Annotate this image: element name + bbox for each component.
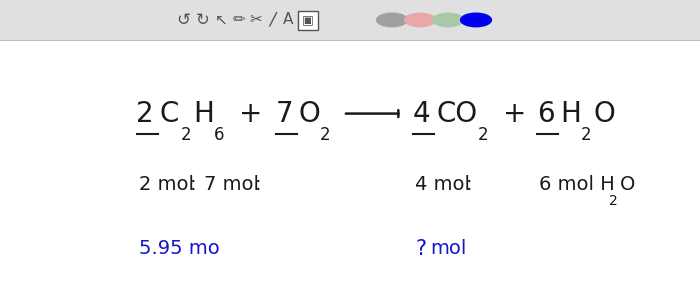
Text: O: O bbox=[594, 99, 615, 128]
Text: 6 mol H: 6 mol H bbox=[539, 175, 615, 194]
Text: A: A bbox=[284, 13, 293, 27]
Text: 6: 6 bbox=[537, 99, 554, 128]
Text: H: H bbox=[560, 99, 581, 128]
Text: 4 mol: 4 mol bbox=[415, 175, 470, 194]
Text: CO: CO bbox=[436, 99, 477, 128]
Circle shape bbox=[405, 13, 435, 27]
Circle shape bbox=[433, 13, 463, 27]
Text: ✏: ✏ bbox=[233, 13, 246, 27]
Text: mol: mol bbox=[430, 239, 467, 258]
Text: 7 mol: 7 mol bbox=[204, 175, 259, 194]
Text: C: C bbox=[160, 99, 179, 128]
Circle shape bbox=[377, 13, 407, 27]
Text: +: + bbox=[503, 99, 526, 128]
Text: :: : bbox=[255, 175, 261, 194]
Text: H: H bbox=[193, 99, 214, 128]
Text: +: + bbox=[239, 99, 262, 128]
Text: O: O bbox=[299, 99, 321, 128]
Text: 2: 2 bbox=[136, 99, 154, 128]
Text: ↺: ↺ bbox=[176, 11, 190, 29]
Text: ✂: ✂ bbox=[250, 13, 262, 27]
Text: ▣: ▣ bbox=[302, 14, 314, 26]
Text: :: : bbox=[466, 175, 473, 194]
Text: 5.95 mo: 5.95 mo bbox=[139, 239, 219, 258]
Circle shape bbox=[461, 13, 491, 27]
Text: O: O bbox=[620, 175, 635, 194]
Text: :: : bbox=[190, 175, 196, 194]
FancyBboxPatch shape bbox=[298, 11, 318, 30]
Text: ↖: ↖ bbox=[215, 13, 228, 27]
Text: 2: 2 bbox=[609, 194, 618, 208]
Text: 2: 2 bbox=[581, 126, 592, 144]
Text: ?: ? bbox=[415, 239, 426, 259]
Text: 7: 7 bbox=[276, 99, 293, 128]
Bar bbox=[0, 0, 700, 40]
Text: 2: 2 bbox=[181, 126, 191, 144]
Text: ↻: ↻ bbox=[196, 11, 210, 29]
Text: 2: 2 bbox=[478, 126, 489, 144]
Text: 4: 4 bbox=[413, 99, 430, 128]
Text: 6: 6 bbox=[214, 126, 225, 144]
Text: 2: 2 bbox=[320, 126, 330, 144]
Text: /: / bbox=[270, 11, 275, 29]
Text: 2 mol: 2 mol bbox=[139, 175, 194, 194]
